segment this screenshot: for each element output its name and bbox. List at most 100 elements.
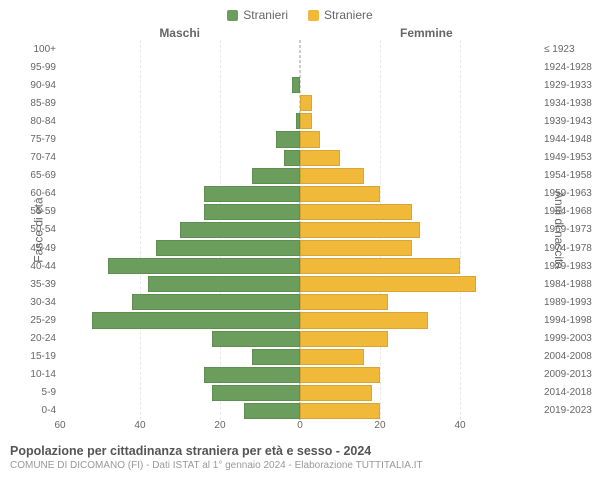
bar-female xyxy=(300,258,460,274)
age-label: 85-89 xyxy=(18,98,56,109)
bar-male xyxy=(284,150,300,166)
pyramid-row: 80-841939-1943 xyxy=(60,112,540,130)
x-tick-label: 20 xyxy=(374,420,385,431)
age-label: 45-49 xyxy=(18,243,56,254)
pyramid-row: 35-391984-1988 xyxy=(60,275,540,293)
age-label: 15-19 xyxy=(18,351,56,362)
x-tick-label: 40 xyxy=(134,420,145,431)
bar-male xyxy=(132,294,300,310)
x-tick-label: 20 xyxy=(214,420,225,431)
chart-legend: Stranieri Straniere xyxy=(0,0,600,26)
age-label: 80-84 xyxy=(18,116,56,127)
x-axis: 60402002040 xyxy=(60,420,540,438)
age-label: 60-64 xyxy=(18,188,56,199)
age-label: 10-14 xyxy=(18,369,56,380)
bar-male xyxy=(180,222,300,238)
legend-label-male: Stranieri xyxy=(243,8,288,22)
bar-female xyxy=(300,204,412,220)
x-tick-label: 60 xyxy=(54,420,65,431)
birth-year-label: ≤ 1923 xyxy=(544,44,596,55)
bar-male xyxy=(204,186,300,202)
bar-male xyxy=(244,403,300,419)
age-label: 50-54 xyxy=(18,224,56,235)
age-label: 40-44 xyxy=(18,261,56,272)
bar-male xyxy=(204,367,300,383)
age-label: 35-39 xyxy=(18,279,56,290)
pyramid-row: 95-991924-1928 xyxy=(60,58,540,76)
pyramid-row: 70-741949-1953 xyxy=(60,149,540,167)
age-label: 95-99 xyxy=(18,62,56,73)
bar-male xyxy=(204,204,300,220)
age-label: 30-34 xyxy=(18,297,56,308)
age-label: 55-59 xyxy=(18,206,56,217)
age-label: 20-24 xyxy=(18,333,56,344)
bar-female xyxy=(300,240,412,256)
pyramid-row: 90-941929-1933 xyxy=(60,76,540,94)
birth-year-label: 1929-1933 xyxy=(544,80,596,91)
bar-female xyxy=(300,403,380,419)
bar-female xyxy=(300,131,320,147)
bar-male xyxy=(252,168,300,184)
header-male: Maschi xyxy=(0,26,300,40)
pyramid-row: 100+≤ 1923 xyxy=(60,40,540,58)
birth-year-label: 1979-1983 xyxy=(544,261,596,272)
birth-year-label: 1934-1938 xyxy=(544,98,596,109)
birth-year-label: 2004-2008 xyxy=(544,351,596,362)
legend-item-male: Stranieri xyxy=(227,8,288,22)
bar-male xyxy=(148,276,300,292)
bar-male xyxy=(212,331,300,347)
chart-subtitle: COMUNE DI DICOMANO (FI) - Dati ISTAT al … xyxy=(10,460,590,471)
pyramid-row: 0-42019-2023 xyxy=(60,402,540,420)
header-female: Femmine xyxy=(300,26,600,40)
bar-female xyxy=(300,168,364,184)
pyramid-row: 40-441979-1983 xyxy=(60,257,540,275)
bar-female xyxy=(300,150,340,166)
bar-male xyxy=(212,385,300,401)
age-label: 90-94 xyxy=(18,80,56,91)
birth-year-label: 1974-1978 xyxy=(544,243,596,254)
pyramid-row: 20-241999-2003 xyxy=(60,330,540,348)
pyramid-row: 30-341989-1993 xyxy=(60,293,540,311)
pyramid-row: 65-691954-1958 xyxy=(60,167,540,185)
chart-rows: 100+≤ 192395-991924-192890-941929-193385… xyxy=(60,40,540,420)
chart-footer: Popolazione per cittadinanza straniera p… xyxy=(0,438,600,471)
age-label: 5-9 xyxy=(18,387,56,398)
birth-year-label: 2014-2018 xyxy=(544,387,596,398)
bar-female xyxy=(300,113,312,129)
population-pyramid: Fasce di età Anni di nascita 100+≤ 19239… xyxy=(0,40,600,420)
bar-female xyxy=(300,312,428,328)
age-label: 100+ xyxy=(18,44,56,55)
x-tick-label: 0 xyxy=(297,420,303,431)
birth-year-label: 2019-2023 xyxy=(544,405,596,416)
age-label: 65-69 xyxy=(18,170,56,181)
bar-female xyxy=(300,294,388,310)
birth-year-label: 1939-1943 xyxy=(544,116,596,127)
bar-male xyxy=(108,258,300,274)
bar-female xyxy=(300,186,380,202)
birth-year-label: 1999-2003 xyxy=(544,333,596,344)
bar-female xyxy=(300,276,476,292)
birth-year-label: 1944-1948 xyxy=(544,134,596,145)
pyramid-row: 50-541969-1973 xyxy=(60,221,540,239)
legend-swatch-male xyxy=(227,10,238,21)
bar-male xyxy=(156,240,300,256)
column-headers: Maschi Femmine xyxy=(0,26,600,40)
birth-year-label: 1989-1993 xyxy=(544,297,596,308)
bar-male xyxy=(292,77,300,93)
birth-year-label: 1964-1968 xyxy=(544,206,596,217)
pyramid-row: 75-791944-1948 xyxy=(60,130,540,148)
birth-year-label: 1924-1928 xyxy=(544,62,596,73)
plot-area: 100+≤ 192395-991924-192890-941929-193385… xyxy=(60,40,540,420)
pyramid-row: 45-491974-1978 xyxy=(60,239,540,257)
bar-male xyxy=(252,349,300,365)
age-label: 0-4 xyxy=(18,405,56,416)
bar-female xyxy=(300,367,380,383)
birth-year-label: 1949-1953 xyxy=(544,152,596,163)
pyramid-row: 10-142009-2013 xyxy=(60,366,540,384)
birth-year-label: 1959-1963 xyxy=(544,188,596,199)
bar-female xyxy=(300,222,420,238)
bar-female xyxy=(300,385,372,401)
birth-year-label: 1994-1998 xyxy=(544,315,596,326)
pyramid-row: 5-92014-2018 xyxy=(60,384,540,402)
pyramid-row: 25-291994-1998 xyxy=(60,311,540,329)
